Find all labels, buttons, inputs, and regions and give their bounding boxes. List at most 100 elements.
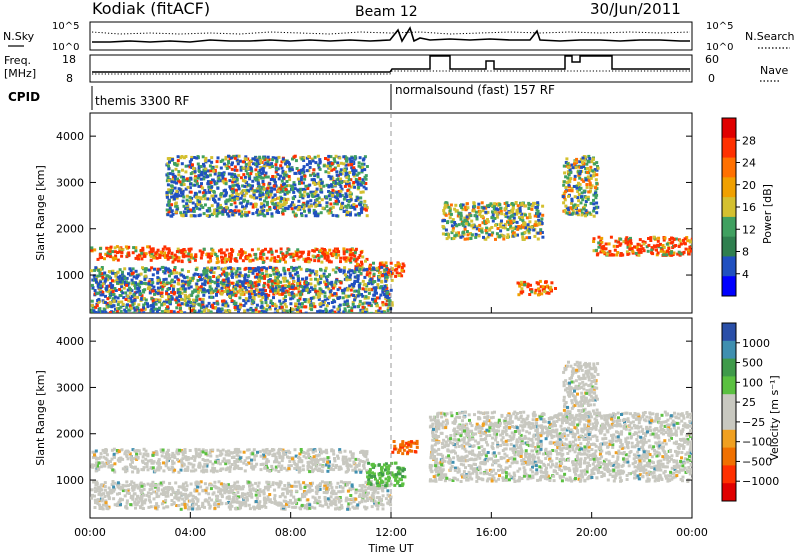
velocity-scatter-cell — [218, 453, 222, 457]
power-scatter-cell — [337, 250, 341, 254]
power-scatter-cell — [220, 272, 224, 276]
power-scatter-cell — [287, 281, 291, 285]
power-scatter-cell — [238, 285, 242, 289]
power-scatter-cell — [181, 175, 185, 179]
power-scatter-cell — [554, 287, 557, 290]
power-scatter-cell — [509, 221, 513, 225]
power-scatter-cell — [184, 187, 188, 191]
power-scatter-cell — [637, 251, 641, 255]
power-scatter-cell — [261, 261, 265, 264]
power-scatter-cell — [451, 226, 455, 230]
power-scatter-cell — [98, 271, 102, 275]
power-scatter-cell — [173, 268, 176, 272]
power-scatter-cell — [288, 169, 292, 173]
power-scatter-cell — [277, 155, 281, 159]
power-scatter-cell — [346, 305, 350, 309]
power-scatter-cell — [221, 179, 225, 183]
power-scatter-cell — [244, 297, 248, 301]
power-scatter-cell — [111, 297, 115, 301]
power-scatter-cell — [277, 196, 281, 200]
power-scatter-cell — [178, 292, 182, 296]
velocity-scatter-cell — [292, 460, 296, 463]
velocity-scatter-cell — [166, 450, 169, 454]
power-scatter-cell — [132, 246, 136, 250]
velocity-scatter-cell — [264, 451, 268, 455]
power-scatter-cell — [192, 305, 196, 308]
power-scatter-cell — [338, 295, 342, 299]
power-scatter-cell — [592, 193, 596, 197]
power-scatter-cell — [460, 206, 464, 210]
power-scatter-cell — [175, 204, 179, 208]
power-scatter-cell — [258, 210, 262, 214]
power-scatter-cell — [217, 197, 221, 201]
power-scatter-cell — [209, 169, 213, 173]
power-scatter-cell — [217, 206, 221, 210]
power-scatter-cell — [255, 196, 259, 200]
power-scatter-cell — [328, 248, 332, 252]
power-scatter-cell — [647, 243, 651, 247]
velocity-scatter-cell — [237, 448, 241, 452]
power-scatter-cell — [285, 180, 289, 183]
power-scatter-cell — [266, 274, 270, 278]
power-scatter-cell — [231, 213, 235, 217]
power-scatter-cell — [317, 259, 321, 263]
power-scatter-cell — [142, 306, 145, 310]
power-scatter-cell — [269, 266, 272, 269]
power-scatter-cell — [199, 285, 203, 289]
power-scatter-cell — [184, 164, 188, 168]
power-scatter-cell — [314, 203, 318, 207]
power-scatter-cell — [101, 293, 105, 297]
power-scatter-cell — [287, 248, 291, 252]
power-scatter-cell — [357, 161, 361, 165]
power-scatter-cell — [325, 284, 329, 288]
power-scatter-cell — [203, 279, 207, 283]
power-colorbar-tick-label: 4 — [742, 268, 749, 281]
power-scatter-cell — [229, 252, 233, 255]
power-scatter-cell — [269, 258, 273, 262]
power-scatter-cell — [189, 172, 193, 176]
power-scatter-cell — [107, 270, 111, 273]
power-scatter-cell — [173, 258, 177, 262]
power-scatter-cell — [345, 210, 349, 214]
power-scatter-cell — [267, 293, 271, 297]
power-scatter-cell — [144, 274, 148, 278]
power-scatter-cell — [569, 206, 573, 210]
power-scatter-cell — [453, 207, 457, 211]
power-scatter-cell — [356, 181, 360, 185]
power-scatter-cell — [567, 164, 571, 168]
power-scatter-cell — [164, 266, 167, 270]
power-scatter-cell — [452, 237, 456, 240]
power-scatter-cell — [288, 252, 292, 256]
velocity-scatter-cell — [308, 460, 312, 464]
power-scatter-cell — [282, 266, 286, 270]
power-scatter-cell — [217, 177, 221, 181]
power-scatter-cell — [312, 190, 316, 194]
power-scatter-cell — [230, 156, 233, 160]
power-scatter-cell — [115, 278, 119, 282]
power-scatter-cell — [180, 213, 184, 217]
power-scatter-cell — [363, 168, 367, 172]
power-scatter-cell — [511, 210, 515, 214]
power-scatter-cell — [339, 172, 343, 176]
power-scatter-cell — [308, 160, 312, 164]
power-scatter-cell — [169, 309, 173, 313]
power-scatter-cell — [198, 207, 202, 211]
power-scatter-cell — [279, 280, 283, 284]
power-scatter-cell — [213, 200, 217, 204]
velocity-scatter-cell — [280, 459, 284, 463]
power-scatter-cell — [347, 182, 351, 186]
power-scatter-cell — [564, 190, 567, 194]
power-scatter-cell — [276, 173, 280, 177]
power-scatter-cell — [173, 193, 177, 197]
power-scatter-cell — [191, 302, 195, 306]
power-scatter-cell — [367, 291, 371, 295]
power-scatter-cell — [444, 213, 448, 217]
power-scatter-cell — [595, 161, 599, 165]
power-scatter-cell — [357, 164, 361, 168]
power-scatter-cell — [298, 297, 302, 301]
power-scatter-cell — [174, 210, 178, 214]
power-scatter-cell — [290, 265, 293, 269]
power-scatter-cell — [251, 271, 255, 275]
power-scatter-cell — [645, 245, 649, 249]
power-scatter-cell — [305, 169, 309, 173]
